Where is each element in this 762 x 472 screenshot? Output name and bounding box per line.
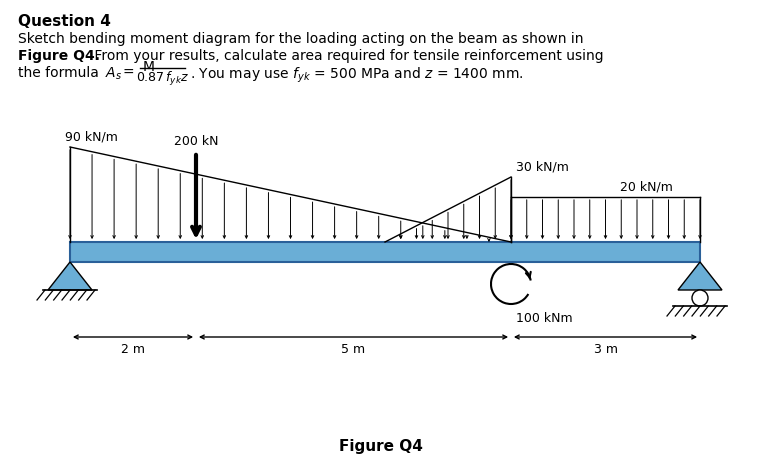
Text: 100 kNm: 100 kNm bbox=[516, 312, 572, 325]
Polygon shape bbox=[48, 262, 92, 290]
Text: M: M bbox=[143, 60, 155, 74]
FancyBboxPatch shape bbox=[70, 242, 700, 262]
Text: 3 m: 3 m bbox=[594, 343, 617, 356]
Text: From your results, calculate area required for tensile reinforcement using: From your results, calculate area requir… bbox=[90, 49, 604, 63]
Polygon shape bbox=[678, 262, 722, 290]
Text: 200 kN: 200 kN bbox=[174, 135, 218, 148]
Text: Figure Q4: Figure Q4 bbox=[339, 439, 423, 454]
Text: 5 m: 5 m bbox=[341, 343, 366, 356]
Text: 90 kN/m: 90 kN/m bbox=[65, 131, 118, 144]
Circle shape bbox=[692, 290, 708, 306]
Text: Sketch bending moment diagram for the loading acting on the beam as shown in: Sketch bending moment diagram for the lo… bbox=[18, 32, 584, 46]
Text: Figure Q4.: Figure Q4. bbox=[18, 49, 100, 63]
Text: 30 kN/m: 30 kN/m bbox=[516, 161, 569, 174]
Text: Question 4: Question 4 bbox=[18, 14, 111, 29]
Text: =: = bbox=[122, 66, 133, 80]
Text: . You may use $f_{yk}$ = 500 MPa and $z$ = 1400 mm.: . You may use $f_{yk}$ = 500 MPa and $z$… bbox=[190, 66, 523, 85]
Text: $A_s$: $A_s$ bbox=[105, 66, 122, 83]
Text: 2 m: 2 m bbox=[121, 343, 145, 356]
Text: the formula: the formula bbox=[18, 66, 103, 80]
Text: $0.87\,f_{yk}z$: $0.87\,f_{yk}z$ bbox=[136, 70, 189, 88]
Text: 20 kN/m: 20 kN/m bbox=[620, 181, 673, 194]
